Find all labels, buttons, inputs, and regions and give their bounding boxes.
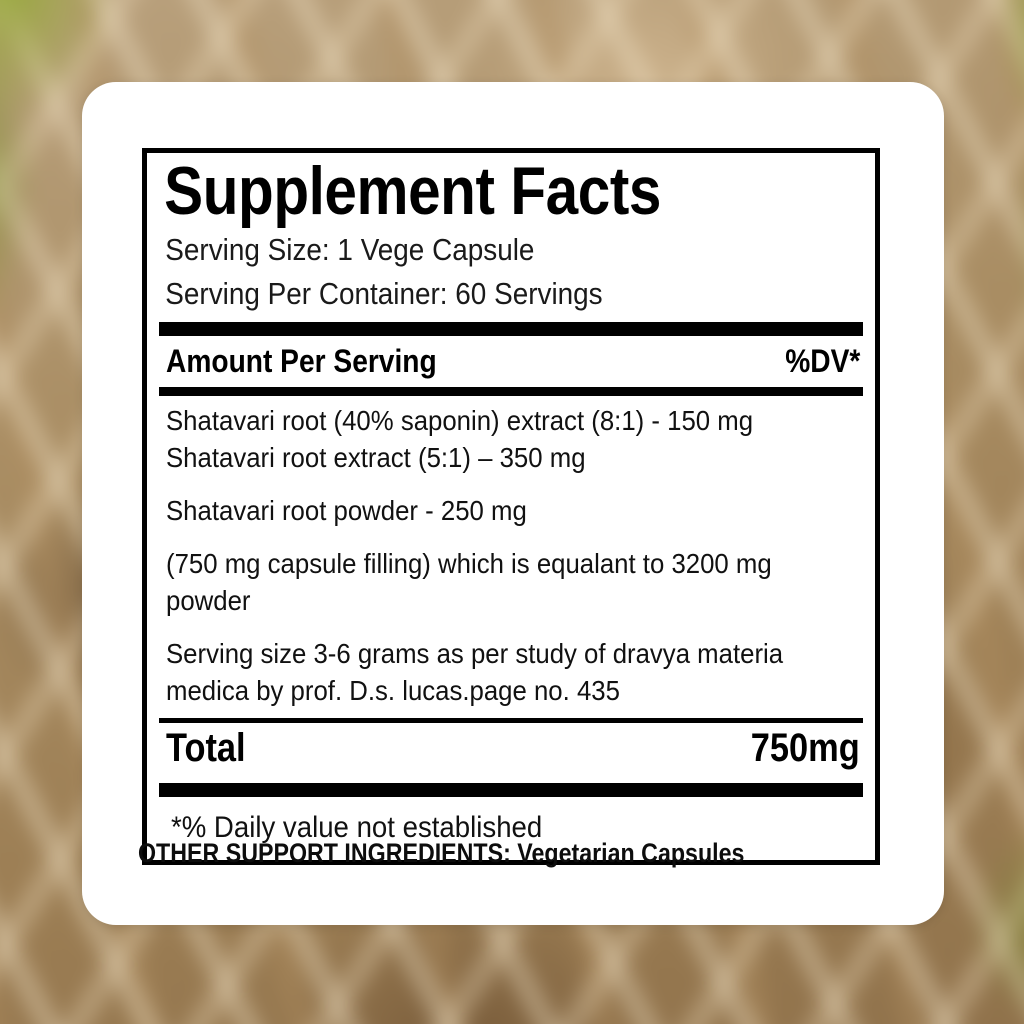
supplement-label-card: Supplement Facts Serving Size: 1 Vege Ca…: [82, 82, 944, 925]
ingredient-list: Shatavari root (40% saponin) extract (8:…: [159, 396, 863, 718]
daily-value-footnote: *% Daily value not established: [170, 811, 543, 845]
serving-per-container-text: Serving Per Container: 60 Servings: [165, 276, 603, 312]
serving-size-text: Serving Size: 1 Vege Capsule: [165, 232, 535, 268]
divider-above-total: [159, 718, 863, 724]
page-title: Supplement Facts: [164, 153, 661, 229]
divider-thick-bottom: [159, 783, 863, 798]
list-item: Shatavari root (40% saponin) extract (8:…: [166, 405, 754, 437]
other-support-ingredients: OTHER SUPPORT INGREDIENTS: Vegetarian Ca…: [138, 838, 745, 868]
amount-per-serving-row: Amount Per Serving %DV*: [159, 336, 863, 387]
total-value: 750mg: [750, 726, 860, 771]
supplement-facts-panel: Supplement Facts Serving Size: 1 Vege Ca…: [142, 148, 880, 866]
divider-thick-top: [159, 322, 863, 337]
total-row: Total 750mg: [159, 723, 863, 777]
list-item: Shatavari root powder - 250 mg: [166, 495, 527, 527]
total-label: Total: [166, 726, 246, 771]
list-item: Serving size 3-6 grams as per study of d…: [166, 638, 784, 707]
list-item: Shatavari root extract (5:1) – 350 mg: [166, 442, 586, 474]
amount-per-serving-label: Amount Per Serving: [166, 343, 437, 380]
serving-info: Serving Size: 1 Vege Capsule Serving Per…: [159, 228, 863, 316]
list-item: (750 mg capsule filling) which is equala…: [166, 548, 772, 617]
daily-value-header: %DV*: [784, 343, 860, 380]
divider-under-amount-header: [159, 387, 863, 397]
